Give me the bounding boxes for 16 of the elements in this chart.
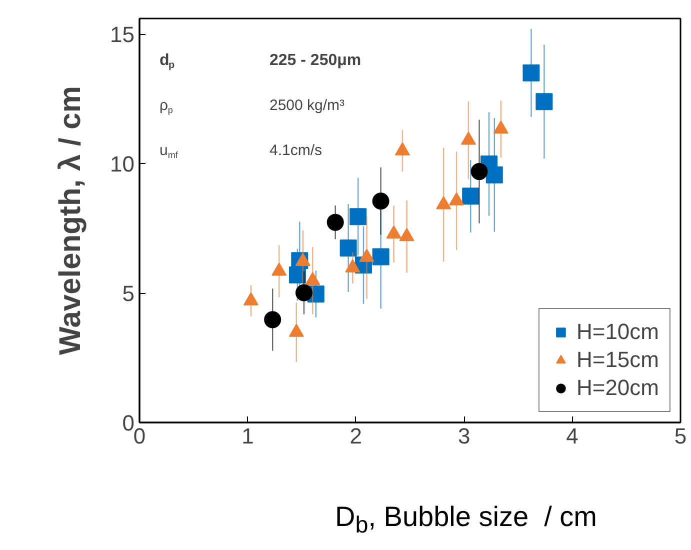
- x-axis-title: D$_{b}$, Bubble size / cm: [335, 500, 597, 540]
- legend-label: H=20cm: [576, 375, 659, 401]
- legend-label: H=10cm: [576, 319, 659, 345]
- x-tick-label: 5: [674, 424, 687, 448]
- x-tick-label: 2: [350, 424, 362, 448]
- x-tick-label: 1: [242, 424, 254, 448]
- x-tick-label: 3: [458, 424, 470, 448]
- annotation: 2500 kg/m³: [270, 97, 345, 114]
- annotation: 4.1cm/s: [270, 142, 322, 159]
- legend-label: H=15cm: [576, 347, 659, 373]
- y-tick-label: 10: [110, 152, 135, 177]
- y-tick-label: 5: [122, 281, 135, 306]
- y-axis-title: Wavelength, λ / cm: [54, 86, 88, 355]
- x-tick-label: 4: [566, 424, 578, 448]
- y-tick-label: 15: [110, 22, 135, 48]
- annotation: 225 - 250μm: [270, 52, 362, 69]
